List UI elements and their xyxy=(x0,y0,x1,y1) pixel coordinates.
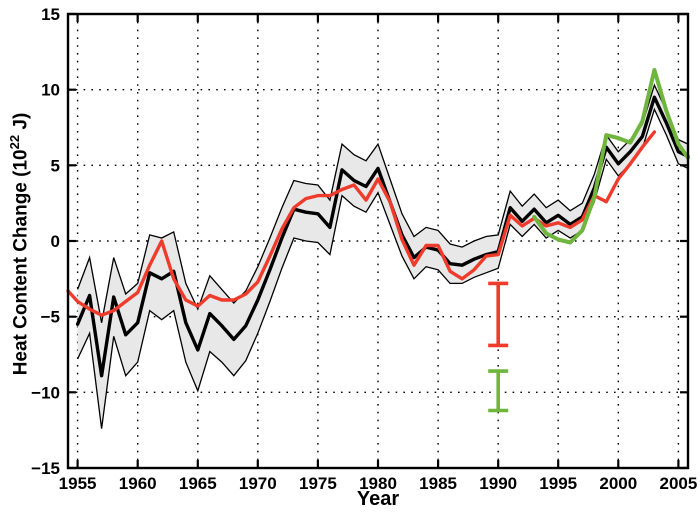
y-axis-label-text: Heat Content Change (10 xyxy=(10,149,32,376)
x-tick-label: 1960 xyxy=(119,474,157,493)
x-tick-label: 1980 xyxy=(359,474,397,493)
x-axis-label: Year xyxy=(356,488,400,510)
y-tick-label: −10 xyxy=(31,383,60,402)
x-tick-label: 1970 xyxy=(239,474,277,493)
green-error-bar xyxy=(488,369,509,413)
y-tick-label: 15 xyxy=(41,5,60,24)
x-tick-label: 2005 xyxy=(659,474,697,493)
x-tick-label: 1975 xyxy=(299,474,337,493)
y-tick-label: 0 xyxy=(51,232,60,251)
x-tick-label: 2000 xyxy=(599,474,637,493)
confidence-band-upper-edge xyxy=(76,83,689,323)
y-tick-label: −15 xyxy=(31,459,60,478)
y-axis-label-superscript: 22 xyxy=(7,134,22,150)
y-axis-label-suffix: J) xyxy=(10,112,32,135)
red-line xyxy=(66,130,657,317)
x-tick-label: 1985 xyxy=(419,474,457,493)
y-axis-label: Heat Content Change (1022 J) xyxy=(7,17,33,471)
x-tick-label: 1990 xyxy=(479,474,517,493)
confidence-band xyxy=(77,85,689,429)
plot-box xyxy=(66,12,690,470)
y-tick-label: 5 xyxy=(51,156,60,175)
y-tick-label: −5 xyxy=(41,308,60,327)
red-error-bar xyxy=(488,281,509,348)
green-line xyxy=(532,68,690,245)
x-tick-label: 1995 xyxy=(539,474,577,493)
x-tick-label: 1955 xyxy=(59,474,97,493)
black-line xyxy=(75,95,690,378)
y-tick-label: 10 xyxy=(41,81,60,100)
x-tick-label: 1965 xyxy=(179,474,217,493)
